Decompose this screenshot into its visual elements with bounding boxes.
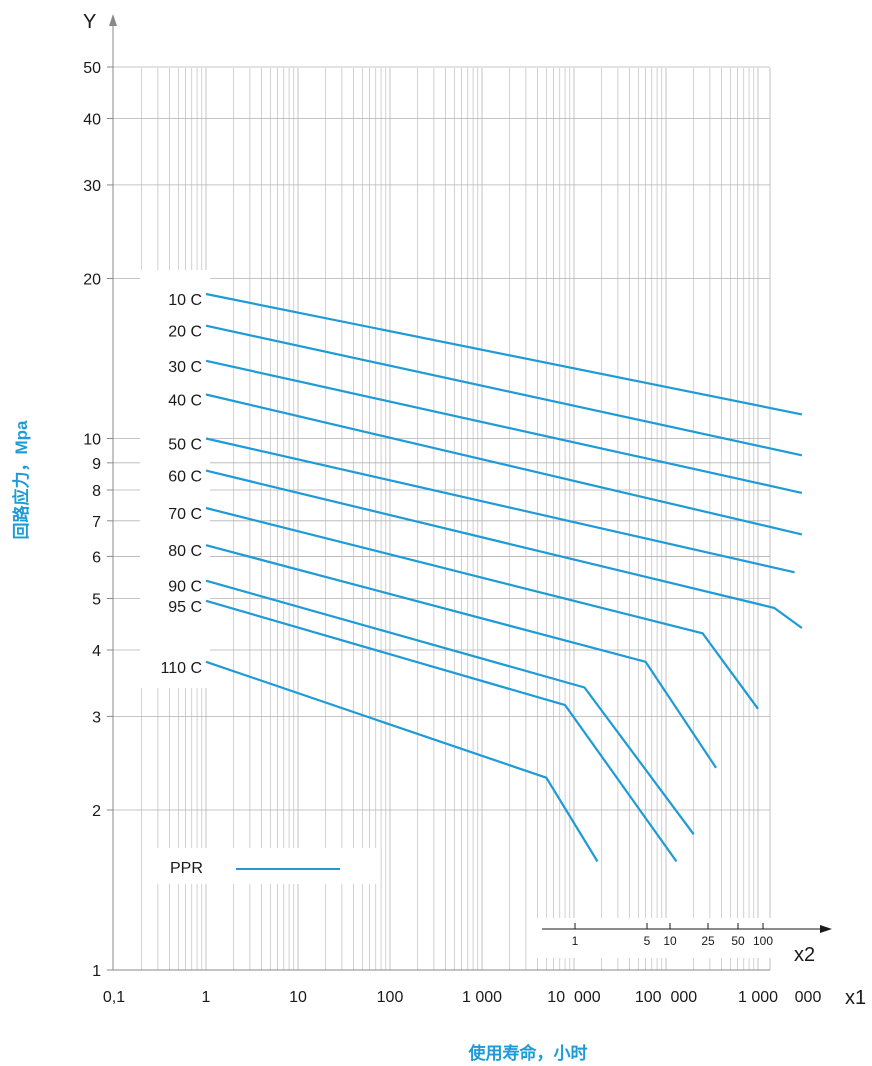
- y-tick-label: 1: [92, 963, 101, 980]
- x2-tick-label: 100: [753, 934, 773, 948]
- x-tick-label: 1 000: [738, 989, 778, 1006]
- x-tick-label: 10 000: [547, 989, 600, 1006]
- x2-tick-label: 1: [572, 934, 579, 948]
- series-label-10: 95 C: [168, 599, 202, 616]
- series-label-5: 50 C: [168, 437, 202, 454]
- y-tick-label: 3: [92, 709, 101, 726]
- y-tick-label: 6: [92, 549, 101, 566]
- y-tick-label: 2: [92, 803, 101, 820]
- y-tick-label: 30: [83, 178, 101, 195]
- series-lines: [205, 292, 803, 863]
- y-tick-label: 7: [92, 514, 101, 531]
- series-labels: 10 C 20 C 30 C 40 C 50 C 60 C 70 C 80 C 90 C 95 C…: [160, 292, 202, 677]
- x2-axis-letter: x2: [794, 944, 815, 966]
- x2-tick-label: 50: [731, 934, 745, 948]
- y-axis-arrow: [109, 14, 117, 26]
- grid: [113, 66, 771, 970]
- x2-tick-label: 25: [701, 934, 715, 948]
- x-axis-title: 使用寿命，小时: [468, 1043, 588, 1063]
- y-tick-label: 8: [92, 483, 101, 500]
- series-line-1: [205, 292, 803, 416]
- series-label-9: 90 C: [168, 579, 202, 596]
- x-tick-label: 100: [377, 989, 404, 1006]
- x-tick-label: 100 000: [635, 989, 697, 1006]
- series-line-5: [205, 437, 795, 574]
- y-axis-title: 回路应力，Mpa: [11, 420, 31, 540]
- x-tick-label: 1: [202, 989, 211, 1006]
- series-label-area: [140, 270, 210, 688]
- y-tick-label: 5: [92, 591, 101, 608]
- series-line-6: [205, 469, 803, 629]
- x2-tick-label: 10: [663, 934, 677, 948]
- legend-label: PPR: [170, 860, 203, 877]
- series-label-4: 40 C: [168, 392, 202, 409]
- series-label-11: 110 C: [160, 660, 202, 677]
- series-line-3: [205, 359, 803, 494]
- x1-axis-letter: x1: [845, 987, 866, 1009]
- series-line-8: [205, 544, 718, 769]
- x2-axis-area: [528, 918, 772, 958]
- x-tick-label: 1 000: [462, 989, 502, 1006]
- x-tick-label: 0,1: [103, 989, 125, 1006]
- series-line-11: [205, 660, 599, 863]
- y-tick-label: 9: [92, 456, 101, 473]
- series-label-1: 10 C: [168, 292, 202, 309]
- legend-area: [150, 848, 378, 884]
- series-label-6: 60 C: [168, 469, 202, 486]
- series-label-3: 30 C: [168, 359, 202, 376]
- series-label-7: 70 C: [168, 506, 202, 523]
- legend: PPR: [170, 860, 340, 877]
- y-tick-label: 40: [83, 112, 101, 129]
- x2-axis-arrow: [820, 925, 832, 933]
- x-tick-label: 10: [289, 989, 307, 1006]
- series-label-2: 20 C: [168, 324, 202, 341]
- y-tick-label: 4: [92, 643, 101, 660]
- x2-tick-label: 5: [644, 934, 651, 948]
- x-tick-label: 000: [795, 989, 822, 1006]
- y-tick-label: 20: [83, 272, 101, 289]
- y-tick-label: 10: [83, 432, 101, 449]
- series-line-2: [205, 324, 803, 457]
- series-label-8: 80 C: [168, 543, 202, 560]
- y-tick-label: 50: [83, 60, 101, 77]
- series-line-10: [205, 599, 678, 863]
- y-axis-letter: Y: [83, 11, 96, 33]
- series-line-9: [205, 579, 695, 835]
- label-background: [140, 270, 772, 958]
- series-line-7: [205, 506, 759, 710]
- series-line-4: [205, 393, 803, 536]
